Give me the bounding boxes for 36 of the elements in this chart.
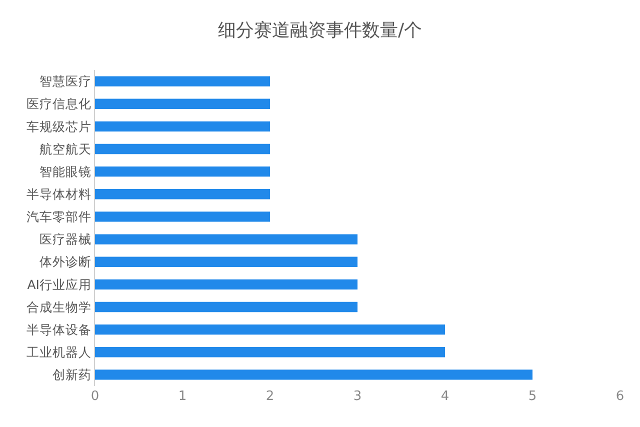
y-tick-label: 航空航天 — [40, 141, 92, 156]
bar — [95, 256, 358, 267]
y-tick-label: 汽车零部件 — [26, 209, 92, 224]
bar — [95, 98, 270, 109]
y-tick-label: 合成生物学 — [26, 299, 92, 314]
y-tick-label: AI行业应用 — [27, 276, 92, 292]
bar — [95, 144, 270, 154]
bar — [95, 324, 445, 335]
y-tick-label: 体外诊断 — [40, 254, 92, 270]
bar — [95, 234, 358, 244]
x-tick-label: 6 — [616, 389, 624, 404]
x-tick-label: 0 — [90, 389, 100, 404]
bar — [95, 166, 270, 177]
x-tick-label: 5 — [528, 389, 537, 404]
x-tick-label: 4 — [440, 389, 450, 404]
x-tick-label: 1 — [178, 389, 187, 404]
y-tick-label: 创新药 — [52, 367, 92, 382]
y-tick-label: 智能眼镜 — [40, 164, 92, 179]
x-tick-label: 2 — [266, 389, 274, 404]
y-tick-label: 工业机器人 — [26, 344, 92, 360]
bar — [95, 370, 532, 380]
bar — [95, 347, 445, 358]
y-tick-label: 半导体材料 — [26, 186, 92, 202]
x-tick-label: 3 — [353, 389, 362, 404]
y-tick-label: 车规级芯片 — [26, 118, 92, 134]
bar — [95, 189, 270, 200]
y-tick-label: 医疗器械 — [40, 232, 92, 247]
y-tick-label: 医疗信息化 — [26, 96, 92, 112]
bar — [95, 279, 358, 290]
bar — [95, 76, 270, 86]
bar — [95, 212, 270, 222]
chart-title: 细分赛道融资事件数量/个 — [218, 20, 422, 42]
y-tick-label: 半导体设备 — [26, 322, 92, 337]
y-tick-label: 智慧医疗 — [40, 74, 92, 89]
bar — [95, 302, 358, 312]
bar — [95, 121, 270, 132]
